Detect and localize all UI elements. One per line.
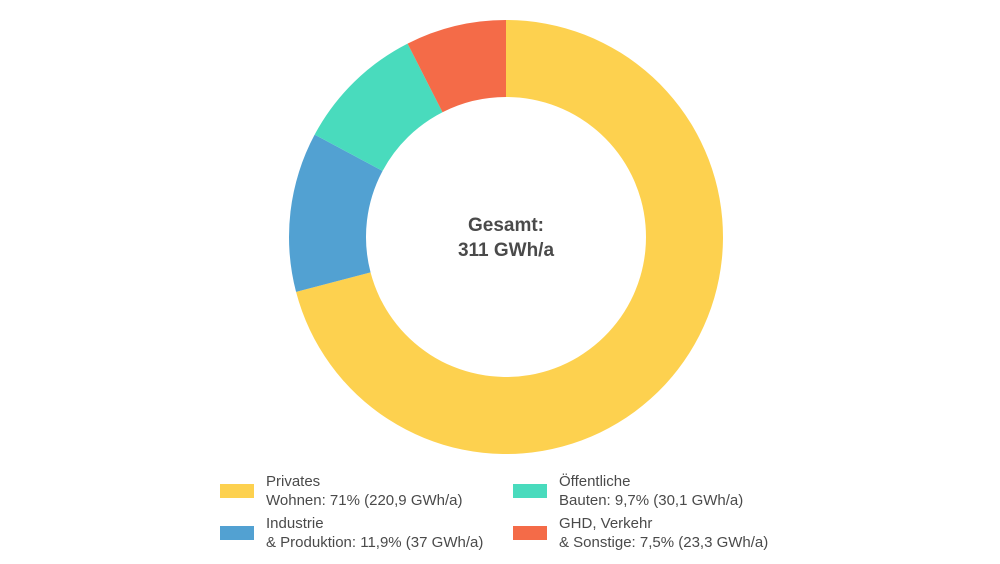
donut-chart (289, 20, 724, 454)
legend-label-line1: Industrie (266, 515, 324, 532)
center-total-label: Gesamt: 311 GWh/a (380, 213, 632, 263)
legend-label-line2: Bauten: 9,7% (30,1 GWh/a) (559, 492, 744, 509)
donut-slice-industrie-produktion (289, 134, 383, 292)
donut-slice-öffentliche-bauten (314, 43, 443, 171)
center-label-line2: 311 GWh/a (457, 240, 555, 261)
legend-swatch (220, 484, 254, 498)
legend-item-industrie-produktion: Industrie & Produktion: 11,9% (37 GWh/a) (220, 514, 483, 552)
legend-label-line1: GHD, Verkehr (559, 515, 653, 532)
legend-label-line2: & Sonstige: 7,5% (23,3 GWh/a) (559, 534, 769, 551)
legend-item-oeffentliche-bauten: Öffentliche Bauten: 9,7% (30,1 GWh/a) (513, 472, 743, 510)
legend-swatch (513, 526, 547, 540)
legend-label-line1: Privates (266, 473, 321, 490)
legend-item-ghd-verkehr-sonstige: GHD, Verkehr & Sonstige: 7,5% (23,3 GWh/… (513, 514, 768, 552)
legend-label-line2: & Produktion: 11,9% (37 GWh/a) (266, 534, 484, 551)
donut-slice-ghd-verkehr-sonstige (407, 20, 506, 113)
legend-label-line2: Wohnen: 71% (220,9 GWh/a) (266, 492, 463, 509)
center-label-line1: Gesamt: (467, 215, 545, 236)
legend-item-privates-wohnen: Privates Wohnen: 71% (220,9 GWh/a) (220, 472, 463, 510)
legend-label-line1: Öffentliche (559, 473, 631, 490)
donut-slice-privates-wohnen (296, 20, 724, 454)
legend-swatch (513, 484, 547, 498)
legend-swatch (220, 526, 254, 540)
